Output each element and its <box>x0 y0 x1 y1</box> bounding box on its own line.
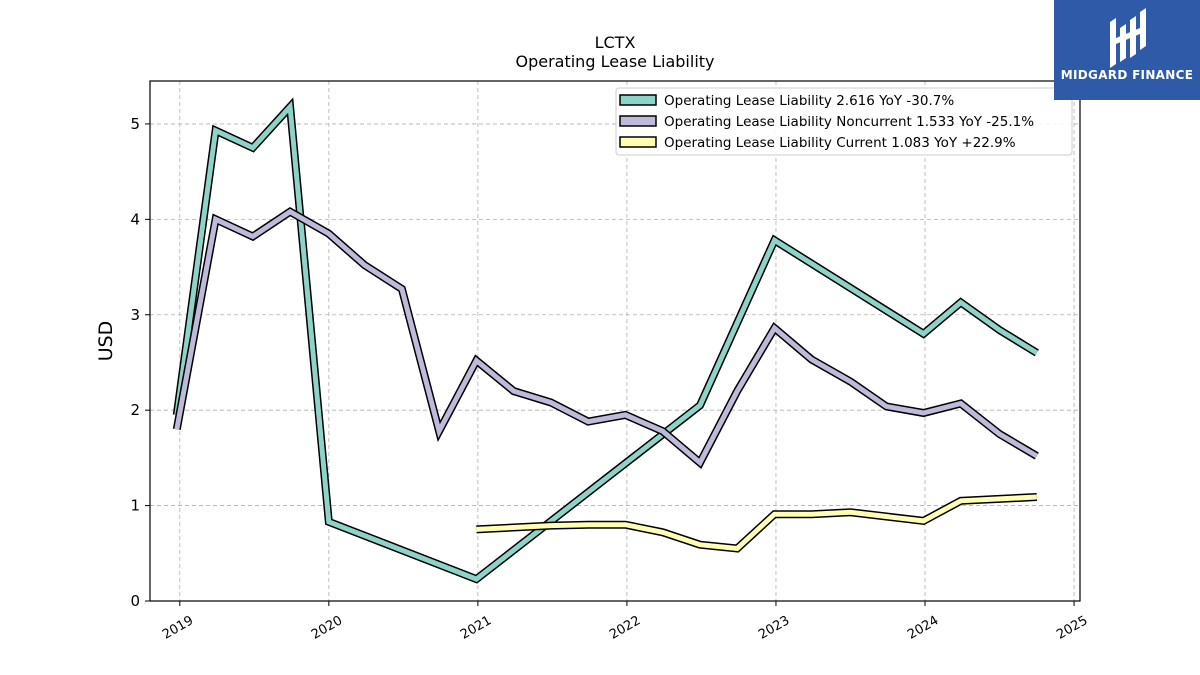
legend-entry: Operating Lease Liability Noncurrent 1.5… <box>664 114 1034 130</box>
y-tick-label: 4 <box>130 210 140 228</box>
series-lines <box>172 97 1039 584</box>
series-line <box>174 208 1039 467</box>
y-tick-label: 2 <box>130 401 140 419</box>
x-tick-label: 2023 <box>756 613 792 643</box>
x-tick-label: 2019 <box>160 613 196 643</box>
series-line <box>174 100 1039 582</box>
series-line <box>476 494 1037 552</box>
y-tick-label: 5 <box>130 115 140 133</box>
x-axis-ticks: 2019 2020 2021 2022 2023 2024 2025 <box>160 601 1090 643</box>
logo-mark-icon <box>1110 8 1146 68</box>
x-tick-label: 2025 <box>1054 613 1090 643</box>
y-tick-label: 3 <box>130 306 140 324</box>
legend-swatch <box>619 115 657 127</box>
x-tick-label: 2022 <box>607 613 643 643</box>
midgard-finance-logo: MIDGARD FINANCE <box>1054 0 1200 100</box>
legend: Operating Lease Liability 2.616 YoY -30.… <box>615 87 1073 156</box>
x-tick-label: 2020 <box>309 613 345 643</box>
legend-entry: Operating Lease Liability 2.616 YoY -30.… <box>664 93 954 109</box>
series-line-outline <box>172 97 1039 584</box>
plot-frame <box>149 80 1081 602</box>
x-tick-label: 2024 <box>905 613 941 643</box>
chart-title: LCTX <box>595 33 636 52</box>
legend-swatch <box>619 136 657 148</box>
chart-subtitle: Operating Lease Liability <box>515 52 714 71</box>
legend-box <box>615 87 1073 156</box>
legend-entry: Operating Lease Liability Current 1.083 … <box>664 135 1016 151</box>
logo-text: MIDGARD FINANCE <box>1060 68 1194 82</box>
y-axis-ticks: 0 1 2 3 4 5 <box>130 115 150 610</box>
y-tick-label: 1 <box>130 497 140 515</box>
x-tick-label: 2021 <box>458 613 494 643</box>
y-tick-label: 0 <box>130 592 140 610</box>
y-axis-label: USD <box>95 321 117 362</box>
legend-swatch <box>619 94 657 106</box>
